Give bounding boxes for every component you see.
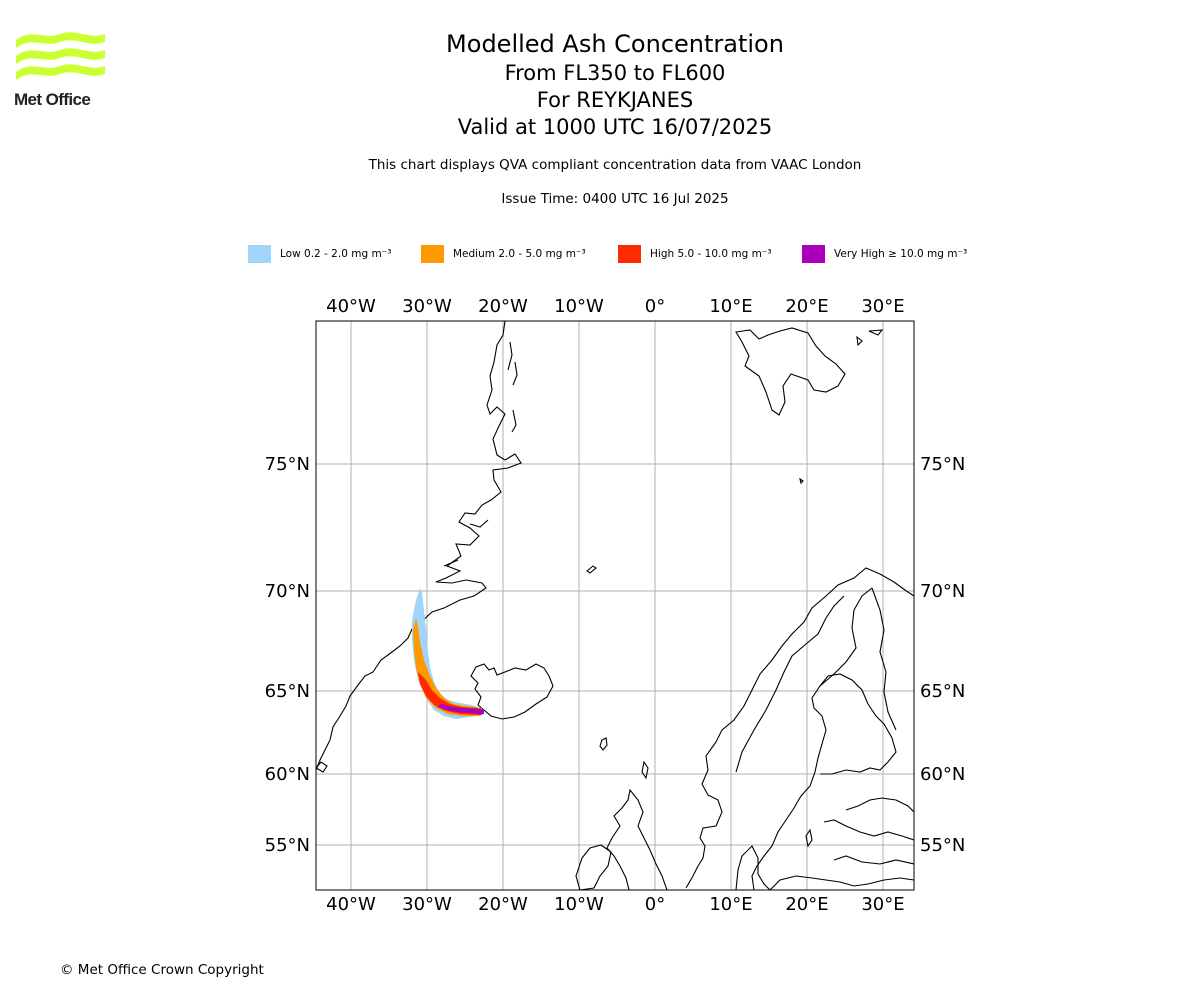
lon-label-top: 30°W xyxy=(402,296,452,317)
lon-label-bottom: 20°E xyxy=(785,894,828,915)
chart-header: Modelled Ash Concentration From FL350 to… xyxy=(315,28,915,141)
legend-swatch-low xyxy=(248,245,271,263)
lat-label-right: 75°N xyxy=(920,454,965,475)
lat-label-left: 60°N xyxy=(265,764,310,785)
lat-label-left: 55°N xyxy=(265,835,310,856)
coastline-southern-baltic xyxy=(769,875,914,890)
coastline-gotland xyxy=(805,828,813,848)
lat-label-right: 65°N xyxy=(920,681,965,702)
lon-label-top: 10°W xyxy=(554,296,604,317)
coastline-greenland xyxy=(316,321,522,771)
lon-label-top: 40°W xyxy=(326,296,376,317)
lon-label-bottom: 30°E xyxy=(861,894,904,915)
coastline-svalbard-east xyxy=(856,329,884,347)
map-area xyxy=(316,321,914,890)
coastline-scandinavia xyxy=(685,567,914,889)
border-finland-russia xyxy=(871,587,897,731)
legend-label-high: High 5.0 - 10.0 mg m⁻³ xyxy=(650,248,772,260)
legend-label-very-high: Very High ≥ 10.0 mg m⁻³ xyxy=(834,248,968,260)
coastline-great-britain xyxy=(606,788,668,890)
border-norway-sweden xyxy=(735,595,845,773)
coastline-svalbard xyxy=(735,327,846,416)
lon-label-bottom: 10°E xyxy=(709,894,752,915)
coastline-jan-mayen xyxy=(586,565,597,574)
met-office-logo: Met Office xyxy=(14,28,106,112)
map-svg: 40°W 30°W 20°W 10°W 0° 10°E 20°E 30°E 40… xyxy=(265,296,966,915)
ash-concentration-map: 40°W 30°W 20°W 10°W 0° 10°E 20°E 30°E 40… xyxy=(0,280,1200,920)
border-sweden-finland xyxy=(819,587,873,687)
issue-time: Issue Time: 0400 UTC 16 Jul 2025 xyxy=(501,191,729,207)
ash-very-high-concentration xyxy=(437,704,484,714)
coastline-bear-island xyxy=(799,477,804,485)
lat-label-left: 75°N xyxy=(265,454,310,475)
graticule xyxy=(316,321,914,890)
lat-label-right: 60°N xyxy=(920,764,965,785)
lat-labels-left: 75°N 70°N 65°N 60°N 55°N xyxy=(265,454,310,856)
lon-label-top: 20°E xyxy=(785,296,828,317)
lon-label-bottom: 40°W xyxy=(326,894,376,915)
coastline-greenland-fjord xyxy=(443,341,518,567)
coastline-denmark xyxy=(735,845,771,890)
legend-item-very-high: Very High ≥ 10.0 mg m⁻³ xyxy=(802,243,967,265)
legend-item-medium: Medium 2.0 - 5.0 mg m⁻³ xyxy=(421,243,586,265)
legend-swatch-medium xyxy=(421,245,444,263)
lon-label-bottom: 0° xyxy=(645,894,665,915)
legend-label-medium: Medium 2.0 - 5.0 mg m⁻³ xyxy=(453,248,586,260)
coastline-sweden-finland xyxy=(751,673,897,890)
coastline-faroe xyxy=(599,737,608,751)
lon-labels-bottom: 40°W 30°W 20°W 10°W 0° 10°E 20°E 30°E xyxy=(326,894,904,915)
flight-level-range: From FL350 to FL600 xyxy=(504,61,726,85)
ash-plume xyxy=(412,588,484,719)
lat-label-left: 65°N xyxy=(265,681,310,702)
lon-label-top: 30°E xyxy=(861,296,904,317)
lat-label-left: 70°N xyxy=(265,581,310,602)
volcano-location: For REYKJANES xyxy=(536,88,694,112)
concentration-legend: Low 0.2 - 2.0 mg m⁻³ Medium 2.0 - 5.0 mg… xyxy=(0,243,1200,265)
coastline-ireland xyxy=(575,844,612,890)
met-office-logo-text: Met Office xyxy=(14,90,91,109)
legend-item-high: High 5.0 - 10.0 mg m⁻³ xyxy=(618,243,772,265)
legend-swatch-very-high xyxy=(802,245,825,263)
coastline-baltic-states xyxy=(823,797,914,865)
coastline-iceland xyxy=(470,663,554,720)
legend-swatch-high xyxy=(618,245,641,263)
compliance-note: This chart displays QVA compliant concen… xyxy=(368,157,862,173)
volcano-source-marker xyxy=(477,709,483,715)
valid-time: Valid at 1000 UTC 16/07/2025 xyxy=(457,115,773,139)
lat-labels-right: 75°N 70°N 65°N 60°N 55°N xyxy=(920,454,965,856)
lon-label-bottom: 30°W xyxy=(402,894,452,915)
copyright-notice: © Met Office Crown Copyright xyxy=(60,962,264,978)
lon-label-bottom: 10°W xyxy=(554,894,604,915)
lon-labels-top: 40°W 30°W 20°W 10°W 0° 10°E 20°E 30°E xyxy=(326,296,904,317)
lon-label-bottom: 20°W xyxy=(478,894,528,915)
met-office-logo-waves xyxy=(16,32,105,80)
lat-label-right: 70°N xyxy=(920,581,965,602)
legend-item-low: Low 0.2 - 2.0 mg m⁻³ xyxy=(248,243,391,265)
lon-label-top: 0° xyxy=(645,296,665,317)
coastlines xyxy=(316,321,914,890)
lat-label-right: 55°N xyxy=(920,835,965,856)
coastline-shetland xyxy=(641,760,649,780)
coastline-greenland-island xyxy=(316,761,328,773)
chart-title: Modelled Ash Concentration xyxy=(446,30,784,58)
legend-label-low: Low 0.2 - 2.0 mg m⁻³ xyxy=(280,248,392,260)
lon-label-top: 10°E xyxy=(709,296,752,317)
lon-label-top: 20°W xyxy=(478,296,528,317)
map-frame xyxy=(315,320,915,891)
